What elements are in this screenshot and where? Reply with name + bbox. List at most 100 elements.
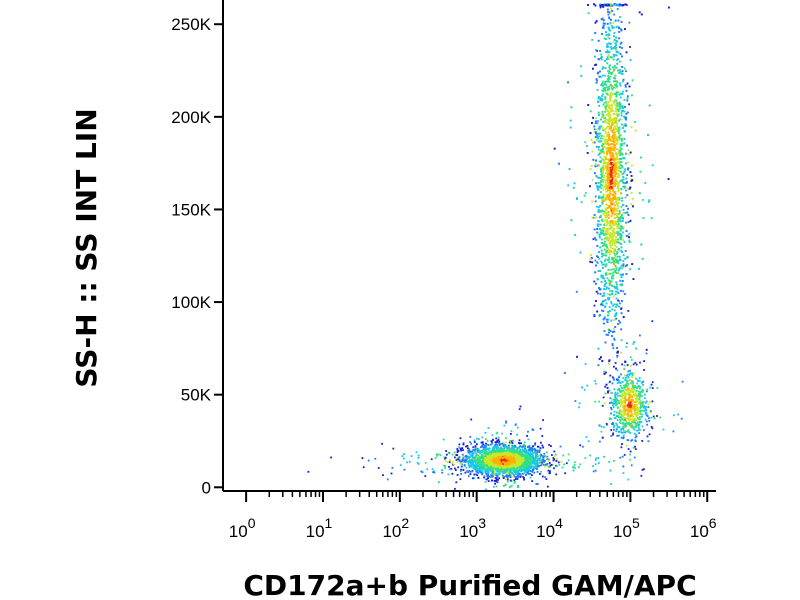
- event-dot: [512, 473, 515, 475]
- event-dot: [494, 444, 497, 446]
- event-dot: [609, 148, 612, 150]
- event-dot: [592, 141, 594, 144]
- event-dot: [517, 454, 520, 457]
- event-dot: [612, 268, 615, 270]
- event-dot: [602, 213, 605, 215]
- event-dot: [603, 197, 606, 200]
- event-dot: [620, 267, 623, 270]
- event-dot: [494, 470, 496, 473]
- event-dot: [496, 440, 499, 442]
- event-dot: [479, 452, 482, 455]
- event-dot: [598, 235, 601, 237]
- event-dot: [608, 256, 610, 259]
- event-dot: [506, 456, 509, 459]
- event-dot: [527, 446, 530, 448]
- event-dot: [456, 448, 459, 450]
- event-dot: [601, 309, 603, 312]
- event-dot: [517, 457, 520, 460]
- event-dot: [501, 453, 504, 456]
- event-dot: [567, 81, 569, 84]
- event-dot: [596, 310, 599, 313]
- event-dot: [597, 457, 600, 459]
- event-dot: [520, 444, 523, 447]
- event-dot: [519, 405, 522, 408]
- event-dot: [601, 275, 604, 277]
- event-dot: [479, 459, 481, 462]
- event-dot: [505, 451, 508, 454]
- event-dot: [511, 459, 514, 462]
- event-dot: [612, 143, 615, 145]
- event-dot: [540, 453, 543, 456]
- event-dot: [603, 248, 606, 251]
- event-dot: [555, 457, 558, 460]
- event-dot: [489, 475, 491, 478]
- event-dot: [516, 461, 519, 463]
- event-dot: [455, 481, 458, 484]
- event-dot: [608, 293, 611, 296]
- event-dot: [523, 463, 526, 466]
- event-dot: [516, 449, 519, 452]
- event-dot: [617, 139, 620, 141]
- event-dot: [519, 466, 522, 469]
- event-dot: [620, 220, 622, 223]
- event-dot: [616, 354, 619, 357]
- event-dot: [607, 58, 610, 60]
- event-dot: [362, 466, 365, 469]
- event-dot: [587, 440, 590, 443]
- event-dot: [602, 230, 605, 233]
- event-dot: [386, 478, 389, 481]
- event-dot: [578, 466, 580, 469]
- event-dot: [532, 452, 534, 454]
- event-dot: [580, 65, 582, 68]
- event-dot: [482, 454, 485, 456]
- event-dot: [542, 463, 545, 466]
- event-dot: [475, 456, 477, 458]
- event-dot: [525, 469, 528, 472]
- event-dot: [606, 56, 609, 59]
- event-dot: [484, 432, 487, 434]
- event-dot: [515, 456, 518, 459]
- event-dot: [595, 290, 598, 293]
- event-dot: [610, 168, 612, 171]
- event-dot: [616, 62, 619, 65]
- event-dot: [459, 437, 462, 440]
- event-dot: [536, 449, 539, 452]
- event-dot: [607, 293, 609, 295]
- event-dot: [307, 470, 310, 473]
- event-dot: [514, 480, 516, 483]
- event-dot: [509, 452, 512, 455]
- event-dot: [493, 466, 496, 468]
- event-dot: [529, 476, 532, 479]
- event-dot: [446, 461, 449, 463]
- event-dot: [532, 456, 535, 459]
- event-dot: [543, 461, 545, 463]
- event-dot: [479, 467, 482, 470]
- event-dot: [556, 465, 558, 468]
- event-dot: [619, 96, 622, 99]
- event-dot: [548, 444, 551, 446]
- event-dot: [598, 176, 601, 179]
- event-dot: [486, 452, 489, 455]
- event-dot: [631, 164, 633, 167]
- event-dot: [619, 70, 622, 73]
- event-dot: [497, 473, 500, 476]
- event-dot: [528, 448, 530, 451]
- event-dot: [594, 459, 597, 461]
- event-dot: [374, 457, 377, 460]
- event-dot: [608, 106, 611, 109]
- event-dot: [506, 461, 509, 464]
- event-dot: [481, 444, 483, 447]
- event-dot: [612, 211, 615, 214]
- event-dot: [382, 474, 384, 476]
- event-dot: [605, 107, 607, 110]
- event-dot: [517, 476, 519, 478]
- event-dot: [533, 471, 536, 474]
- event-dot: [526, 468, 528, 470]
- event-dot: [488, 453, 490, 456]
- event-dot: [574, 234, 577, 236]
- event-dot: [481, 460, 484, 463]
- event-dot: [551, 454, 553, 456]
- event-dot: [605, 282, 608, 285]
- event-dot: [517, 464, 520, 467]
- event-dot: [621, 55, 623, 58]
